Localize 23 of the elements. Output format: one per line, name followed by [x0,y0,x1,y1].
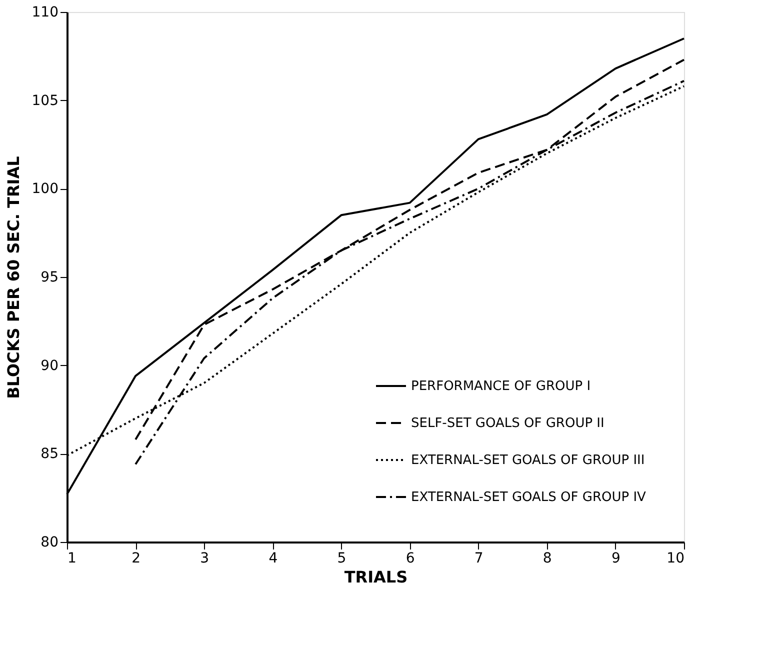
x-tick-label: 6 [406,550,415,566]
x-tick-label: 9 [611,550,620,566]
legend-label: SELF-SET GOALS OF GROUP II [411,416,604,431]
y-tick-label: 100 [32,181,58,198]
legend-label: EXTERNAL-SET GOALS OF GROUP IV [411,490,646,505]
legend-label: EXTERNAL-SET GOALS OF GROUP III [411,453,645,468]
x-tick-label: 1 [68,550,76,566]
x-tick-label: 10 [666,550,684,566]
legend-label: PERFORMANCE OF GROUP I [411,379,591,394]
x-tick-label: 5 [337,550,346,566]
x-tick-label: 7 [474,550,484,566]
y-tick-label: 110 [32,4,58,20]
x-tick-label: 4 [268,550,278,566]
x-axis-title: TRIALS [344,568,408,586]
y-tick-label: 95 [40,270,58,286]
x-tick-label: 2 [132,550,141,566]
y-tick-label: 80 [40,534,58,550]
y-tick-label: 90 [40,358,58,374]
x-tick-label: 3 [200,550,210,566]
x-tick-label: 8 [542,550,552,566]
y-axis-title: BLOCKS PER 60 SEC. TRIAL [4,156,23,399]
y-tick-label: 85 [40,446,58,462]
y-tick-label: 105 [32,92,58,109]
